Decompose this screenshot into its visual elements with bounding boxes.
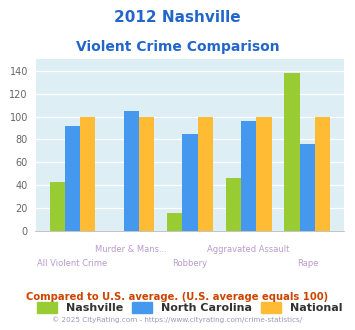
Text: © 2025 CityRating.com - https://www.cityrating.com/crime-statistics/: © 2025 CityRating.com - https://www.city… [53,317,302,323]
Bar [124,111,139,231]
Text: Compared to U.S. average. (U.S. average equals 100): Compared to U.S. average. (U.S. average … [26,292,329,302]
Bar [182,134,198,231]
Bar [226,179,241,231]
Bar [167,213,182,231]
Bar [65,126,80,231]
Text: Robbery: Robbery [173,259,207,268]
Text: 2012 Nashville: 2012 Nashville [114,10,241,25]
Text: Aggravated Assault: Aggravated Assault [207,245,290,254]
Legend: Nashville, North Carolina, National: Nashville, North Carolina, National [37,302,343,313]
Bar [50,182,65,231]
Bar [315,116,330,231]
Bar [80,116,95,231]
Bar [139,116,154,231]
Bar [241,121,256,231]
Text: Violent Crime Comparison: Violent Crime Comparison [76,40,279,53]
Text: Rape: Rape [297,259,318,268]
Bar [198,116,213,231]
Text: All Violent Crime: All Violent Crime [37,259,108,268]
Bar [256,116,272,231]
Text: Murder & Mans...: Murder & Mans... [95,245,167,254]
Bar [284,73,300,231]
Bar [300,144,315,231]
